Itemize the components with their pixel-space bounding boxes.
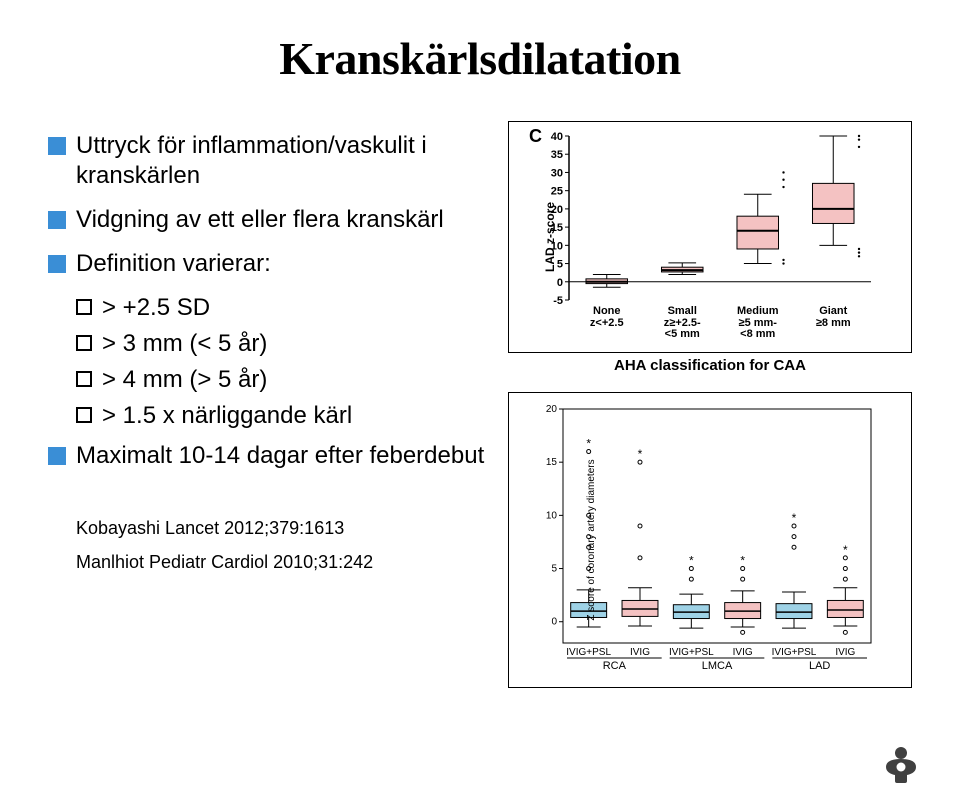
bullet-item: Definition varierar:	[48, 249, 488, 279]
bullet-text: Definition varierar:	[76, 249, 488, 279]
svg-text:C: C	[529, 128, 542, 146]
references: Kobayashi Lancet 2012;379:1613 Manlhiot …	[76, 511, 488, 579]
chart-top-subtitle: AHA classification for CAA	[508, 357, 912, 374]
svg-text:0: 0	[557, 277, 563, 289]
bullet-text: Uttryck för inflammation/vaskulit i kran…	[76, 131, 488, 191]
svg-text:IVIG: IVIG	[630, 647, 650, 658]
bullet-marker	[48, 211, 66, 229]
svg-text:*: *	[638, 447, 643, 461]
svg-text:Small: Small	[668, 305, 697, 317]
svg-text:15: 15	[546, 457, 558, 468]
svg-text:IVIG: IVIG	[835, 647, 855, 658]
bullet-item: Vidgning av ett eller flera kranskärl	[48, 205, 488, 235]
svg-text:25: 25	[551, 186, 563, 198]
bullet-item: Maximalt 10-14 dagar efter feberdebut	[48, 441, 488, 471]
svg-text:-5: -5	[553, 295, 563, 307]
boxplot-svg: C-50510152025303540Nonez<+2.5Smallz≥+2.5…	[517, 128, 877, 348]
slide-root: Kranskärlsdilatation Uttryck för inflamm…	[0, 0, 960, 811]
svg-text:40: 40	[551, 131, 563, 143]
svg-text:*: *	[792, 511, 797, 525]
svg-text:LAD: LAD	[809, 660, 830, 672]
svg-text:≥8 mm: ≥8 mm	[816, 317, 851, 329]
sub-bullet: > 4 mm (> 5 år)	[76, 365, 488, 395]
charts-column: LAD z-score C -5 0 5 10 15 20 25 30 35 40 Nonez<+2.…	[508, 121, 912, 688]
svg-text:*: *	[740, 554, 745, 568]
svg-text:5: 5	[557, 259, 563, 271]
svg-text:30: 30	[551, 167, 563, 179]
sub-bullet-marker	[76, 371, 92, 387]
reference-line: Manlhiot Pediatr Cardiol 2010;31:242	[76, 545, 488, 579]
coronary-zscore-boxplot: Z score of coronary artery diameters 0 5 1…	[508, 392, 912, 688]
sub-bullet-marker	[76, 299, 92, 315]
logo-icon	[878, 739, 924, 785]
svg-text:None: None	[593, 305, 621, 317]
svg-text:IVIG+PSL: IVIG+PSL	[772, 647, 817, 658]
sub-bullet-marker	[76, 335, 92, 351]
svg-text:20: 20	[546, 404, 558, 415]
lad-zscore-boxplot: LAD z-score C-50510152025303540Nonez<+2.…	[508, 121, 912, 353]
svg-text:Giant: Giant	[819, 305, 847, 317]
svg-text:Medium: Medium	[737, 305, 779, 317]
reference-line: Kobayashi Lancet 2012;379:1613	[76, 511, 488, 545]
svg-text:35: 35	[551, 149, 563, 161]
svg-text:IVIG+PSL: IVIG+PSL	[566, 647, 611, 658]
svg-text:IVIG: IVIG	[733, 647, 753, 658]
bullet-text: Maximalt 10-14 dagar efter feberdebut	[76, 441, 488, 471]
sub-bullet-text: > 3 mm (< 5 år)	[102, 329, 267, 359]
svg-text:<5 mm: <5 mm	[665, 328, 700, 340]
y-axis-label: LAD z-score	[543, 202, 557, 272]
bullet-marker	[48, 255, 66, 273]
svg-text:RCA: RCA	[603, 660, 627, 672]
bullet-text: Vidgning av ett eller flera kranskärl	[76, 205, 488, 235]
sub-bullet: > +2.5 SD	[76, 293, 488, 323]
chart-top-wrapper: LAD z-score C-50510152025303540Nonez<+2.…	[508, 121, 912, 374]
bullet-list: Uttryck för inflammation/vaskulit i kran…	[48, 121, 488, 688]
sub-bullet-marker	[76, 407, 92, 423]
svg-text:LMCA: LMCA	[702, 660, 733, 672]
svg-text:IVIG+PSL: IVIG+PSL	[669, 647, 714, 658]
sub-bullet-text: > 1.5 x närliggande kärl	[102, 401, 352, 431]
svg-text:*: *	[843, 543, 848, 557]
svg-text:z<+2.5: z<+2.5	[590, 317, 624, 329]
page-title: Kranskärlsdilatation	[48, 32, 912, 85]
sub-bullet-text: > 4 mm (> 5 år)	[102, 365, 267, 395]
svg-text:*: *	[689, 554, 694, 568]
bullet-marker	[48, 137, 66, 155]
bullet-marker	[48, 447, 66, 465]
bullet-item: Uttryck för inflammation/vaskulit i kran…	[48, 131, 488, 191]
svg-text:10: 10	[546, 510, 558, 521]
sub-bullet: > 3 mm (< 5 år)	[76, 329, 488, 359]
sub-bullet-text: > +2.5 SD	[102, 293, 210, 323]
columns: Uttryck för inflammation/vaskulit i kran…	[48, 121, 912, 688]
svg-text:<8 mm: <8 mm	[740, 328, 775, 340]
sub-bullet: > 1.5 x närliggande kärl	[76, 401, 488, 431]
boxplot-svg: 0 5 10 15 20 * IVIG+PSL * IVIG * IVIG+PSL * IVIG * IVI…	[517, 399, 877, 683]
svg-text:5: 5	[551, 564, 557, 575]
svg-text:*: *	[586, 437, 591, 451]
y-axis-label: Z score of coronary artery diameters	[586, 459, 597, 620]
svg-text:0: 0	[551, 617, 557, 628]
